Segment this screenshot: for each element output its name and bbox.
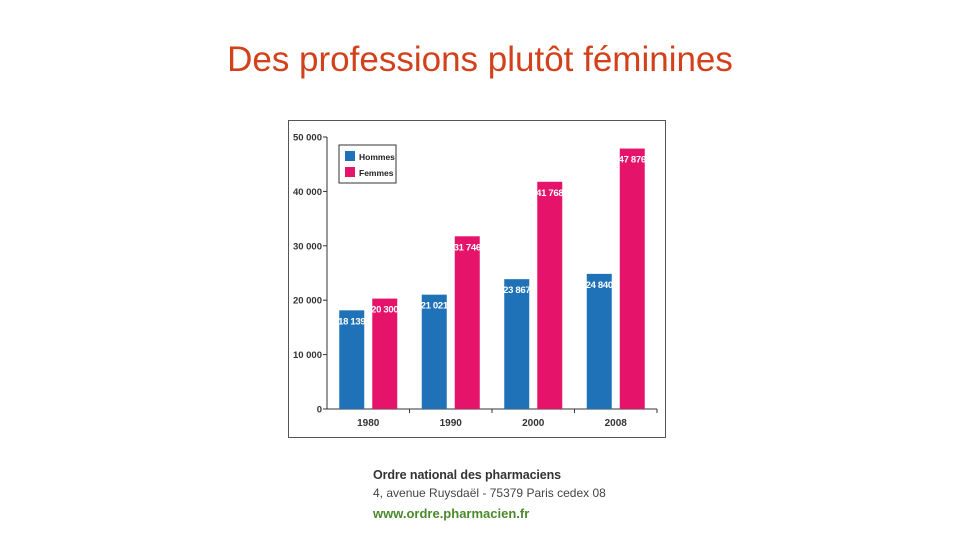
bar-femmes-1980: [372, 298, 398, 409]
x-tick-label: 2000: [522, 418, 545, 429]
bar-femmes-2008: [619, 148, 645, 409]
legend-label-hommes: Hommes: [359, 152, 395, 162]
source-organization: Ordre national des pharmaciens: [373, 468, 562, 482]
bar-femmes-2000: [537, 181, 563, 409]
y-tick-label: 40 000: [293, 187, 322, 198]
bar-hommes-1980: [339, 310, 365, 409]
y-tick-label: 10 000: [293, 350, 322, 361]
bar-hommes-2000: [504, 279, 530, 409]
y-tick-label: 50 000: [293, 133, 322, 144]
y-tick-label: 30 000: [293, 241, 322, 252]
bar-hommes-2008: [586, 273, 612, 409]
y-tick-label: 20 000: [293, 296, 322, 307]
bar-value-label: 18 139: [338, 316, 365, 327]
y-tick-label: 0: [317, 405, 322, 416]
source-address: 4, avenue Ruysdaël - 75379 Paris cedex 0…: [373, 486, 606, 500]
x-tick-label: 1980: [357, 418, 380, 429]
bar-value-label: 47 876: [619, 155, 646, 166]
bar-value-label: 20 300: [371, 305, 398, 316]
x-tick-label: 1990: [440, 418, 463, 429]
legend-swatch-femmes: [345, 167, 355, 177]
legend-label-femmes: Femmes: [359, 168, 394, 178]
bar-femmes-1990: [454, 236, 480, 409]
x-tick-label: 2008: [605, 418, 628, 429]
chart-frame: 0 10 000 20 000 30 000 40 000 50 000 18 139 20 …: [288, 120, 666, 438]
bar-value-label: 31 746: [454, 242, 481, 253]
bar-value-label: 21 021: [421, 301, 449, 312]
source-website-link[interactable]: www.ordre.pharmacien.fr: [373, 506, 530, 521]
bar-value-label: 23 867: [503, 285, 530, 296]
source-block: Ordre national des pharmaciens 4, avenue…: [373, 468, 606, 521]
slide-title: Des professions plutôt féminines: [227, 40, 733, 79]
bar-value-label: 41 768: [536, 188, 563, 199]
bar-chart: 0 10 000 20 000 30 000 40 000 50 000 18 139 20 …: [293, 133, 658, 429]
legend-swatch-hommes: [345, 151, 355, 161]
bar-hommes-1990: [421, 294, 447, 409]
bar-value-label: 24 840: [586, 280, 613, 291]
